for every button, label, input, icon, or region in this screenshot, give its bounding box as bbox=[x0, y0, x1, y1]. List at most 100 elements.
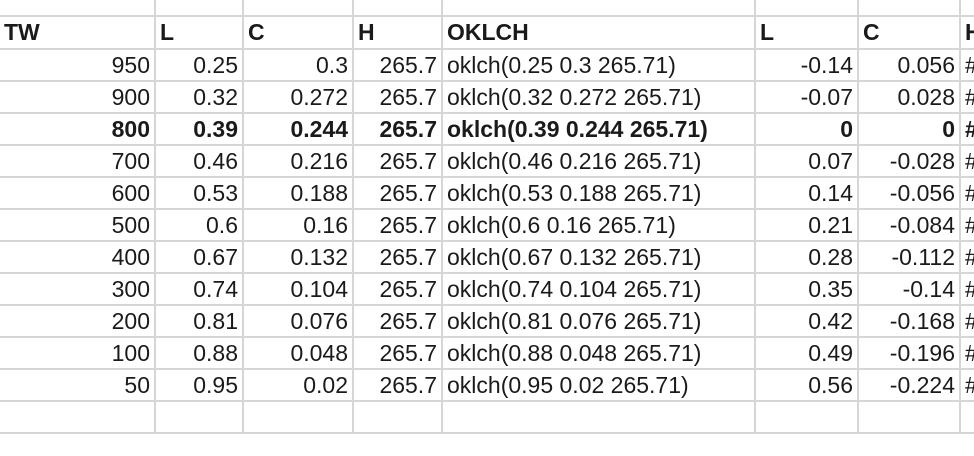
cell[interactable] bbox=[243, 0, 354, 17]
cell-delta-c[interactable]: -0.224 bbox=[858, 369, 961, 402]
cell-c[interactable]: 0.02 bbox=[243, 369, 354, 402]
header-cell-delta-l[interactable]: L bbox=[755, 16, 859, 50]
cell-h[interactable]: 265.7 bbox=[353, 81, 443, 114]
cell-c[interactable]: 0.188 bbox=[243, 177, 354, 210]
header-cell-oklch[interactable]: OKLCH bbox=[442, 16, 756, 50]
cell-delta-c[interactable]: -0.028 bbox=[858, 145, 961, 178]
cell-oklch[interactable]: oklch(0.88 0.048 265.71) bbox=[442, 337, 756, 370]
cell-c[interactable]: 0.076 bbox=[243, 305, 354, 338]
cell-oklch[interactable]: oklch(0.32 0.272 265.71) bbox=[442, 81, 756, 114]
cell-l[interactable]: 0.74 bbox=[155, 273, 244, 306]
cell-delta-l[interactable]: 0 bbox=[755, 113, 859, 146]
cell[interactable] bbox=[755, 0, 859, 17]
cell-tw[interactable]: 600 bbox=[0, 177, 156, 210]
cell-h[interactable]: 265.7 bbox=[353, 337, 443, 370]
cell-hex[interactable]: # bbox=[960, 49, 974, 82]
cell-delta-c[interactable]: 0.056 bbox=[858, 49, 961, 82]
cell[interactable] bbox=[755, 401, 859, 434]
cell-delta-c[interactable]: 0.028 bbox=[858, 81, 961, 114]
cell-tw[interactable]: 500 bbox=[0, 209, 156, 242]
cell-l[interactable]: 0.81 bbox=[155, 305, 244, 338]
cell-l[interactable]: 0.88 bbox=[155, 337, 244, 370]
cell-hex[interactable]: # bbox=[960, 145, 974, 178]
cell-oklch[interactable]: oklch(0.81 0.076 265.71) bbox=[442, 305, 756, 338]
cell-hex[interactable]: # bbox=[960, 369, 974, 402]
cell-delta-c[interactable]: -0.084 bbox=[858, 209, 961, 242]
header-cell-l[interactable]: L bbox=[155, 16, 244, 50]
cell[interactable] bbox=[243, 401, 354, 434]
header-cell-c[interactable]: C bbox=[243, 16, 354, 50]
cell-hex[interactable]: # bbox=[960, 209, 974, 242]
cell-h[interactable]: 265.7 bbox=[353, 49, 443, 82]
cell-c[interactable]: 0.272 bbox=[243, 81, 354, 114]
cell[interactable] bbox=[155, 0, 244, 17]
cell-tw[interactable]: 950 bbox=[0, 49, 156, 82]
cell-tw[interactable]: 300 bbox=[0, 273, 156, 306]
cell-delta-l[interactable]: 0.14 bbox=[755, 177, 859, 210]
cell-c[interactable]: 0.048 bbox=[243, 337, 354, 370]
cell-delta-c[interactable]: -0.112 bbox=[858, 241, 961, 274]
cell-c[interactable]: 0.16 bbox=[243, 209, 354, 242]
cell[interactable] bbox=[442, 401, 756, 434]
cell-h[interactable]: 265.7 bbox=[353, 113, 443, 146]
cell[interactable] bbox=[960, 0, 974, 17]
cell-delta-c[interactable]: -0.056 bbox=[858, 177, 961, 210]
cell-c[interactable]: 0.244 bbox=[243, 113, 354, 146]
cell-l[interactable]: 0.46 bbox=[155, 145, 244, 178]
cell-oklch[interactable]: oklch(0.39 0.244 265.71) bbox=[442, 113, 756, 146]
cell-l[interactable]: 0.25 bbox=[155, 49, 244, 82]
header-cell-tw[interactable]: TW bbox=[0, 16, 156, 50]
cell-h[interactable]: 265.7 bbox=[353, 209, 443, 242]
header-cell-delta-c[interactable]: C bbox=[858, 16, 961, 50]
cell[interactable] bbox=[353, 401, 443, 434]
cell-delta-l[interactable]: 0.07 bbox=[755, 145, 859, 178]
cell[interactable] bbox=[155, 401, 244, 434]
cell-delta-l[interactable]: 0.28 bbox=[755, 241, 859, 274]
cell-tw[interactable]: 700 bbox=[0, 145, 156, 178]
cell-delta-l[interactable]: -0.07 bbox=[755, 81, 859, 114]
cell-l[interactable]: 0.67 bbox=[155, 241, 244, 274]
cell-hex[interactable]: # bbox=[960, 241, 974, 274]
cell-delta-l[interactable]: -0.14 bbox=[755, 49, 859, 82]
cell-delta-l[interactable]: 0.21 bbox=[755, 209, 859, 242]
cell-tw[interactable]: 800 bbox=[0, 113, 156, 146]
cell-tw[interactable]: 200 bbox=[0, 305, 156, 338]
cell-tw[interactable]: 100 bbox=[0, 337, 156, 370]
cell-l[interactable]: 0.39 bbox=[155, 113, 244, 146]
cell-oklch[interactable]: oklch(0.53 0.188 265.71) bbox=[442, 177, 756, 210]
cell-tw[interactable]: 50 bbox=[0, 369, 156, 402]
cell-delta-l[interactable]: 0.42 bbox=[755, 305, 859, 338]
cell-delta-c[interactable]: -0.168 bbox=[858, 305, 961, 338]
cell-oklch[interactable]: oklch(0.74 0.104 265.71) bbox=[442, 273, 756, 306]
cell-h[interactable]: 265.7 bbox=[353, 369, 443, 402]
cell-l[interactable]: 0.53 bbox=[155, 177, 244, 210]
cell-hex[interactable]: # bbox=[960, 337, 974, 370]
cell-hex[interactable]: # bbox=[960, 177, 974, 210]
cell-oklch[interactable]: oklch(0.6 0.16 265.71) bbox=[442, 209, 756, 242]
cell-c[interactable]: 0.104 bbox=[243, 273, 354, 306]
cell[interactable] bbox=[0, 401, 156, 434]
cell-delta-c[interactable]: 0 bbox=[858, 113, 961, 146]
cell-hex[interactable]: # bbox=[960, 81, 974, 114]
cell[interactable] bbox=[0, 0, 156, 17]
cell[interactable] bbox=[858, 401, 961, 434]
cell-h[interactable]: 265.7 bbox=[353, 145, 443, 178]
cell-tw[interactable]: 400 bbox=[0, 241, 156, 274]
cell-oklch[interactable]: oklch(0.67 0.132 265.71) bbox=[442, 241, 756, 274]
cell-delta-c[interactable]: -0.14 bbox=[858, 273, 961, 306]
cell-oklch[interactable]: oklch(0.25 0.3 265.71) bbox=[442, 49, 756, 82]
header-cell-hex[interactable]: H bbox=[960, 16, 974, 50]
cell-h[interactable]: 265.7 bbox=[353, 305, 443, 338]
cell-tw[interactable]: 900 bbox=[0, 81, 156, 114]
cell-delta-l[interactable]: 0.49 bbox=[755, 337, 859, 370]
cell[interactable] bbox=[442, 0, 756, 17]
header-cell-h[interactable]: H bbox=[353, 16, 443, 50]
cell-hex[interactable]: # bbox=[960, 305, 974, 338]
cell-hex[interactable]: # bbox=[960, 113, 974, 146]
cell-delta-c[interactable]: -0.196 bbox=[858, 337, 961, 370]
cell-c[interactable]: 0.216 bbox=[243, 145, 354, 178]
cell[interactable] bbox=[960, 401, 974, 434]
cell[interactable] bbox=[858, 0, 961, 17]
cell-oklch[interactable]: oklch(0.46 0.216 265.71) bbox=[442, 145, 756, 178]
cell-c[interactable]: 0.132 bbox=[243, 241, 354, 274]
